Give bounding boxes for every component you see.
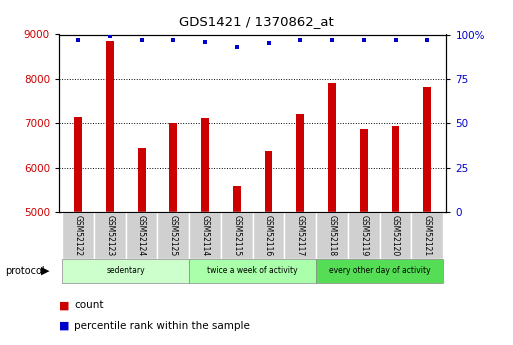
Text: GSM52123: GSM52123: [105, 215, 114, 256]
Bar: [391, 126, 400, 212]
Point: [74, 37, 82, 42]
Point: [264, 41, 272, 46]
Bar: [106, 41, 114, 212]
Bar: [157, 212, 189, 259]
Point: [169, 37, 177, 42]
Text: ▶: ▶: [41, 266, 49, 276]
Text: GSM52115: GSM52115: [232, 215, 241, 256]
Bar: [411, 212, 443, 259]
Text: percentile rank within the sample: percentile rank within the sample: [74, 321, 250, 331]
Bar: [297, 114, 304, 212]
Bar: [126, 212, 157, 259]
Text: GSM52121: GSM52121: [423, 215, 432, 256]
Point: [233, 44, 241, 50]
Text: every other day of activity: every other day of activity: [329, 266, 430, 275]
Text: GSM52118: GSM52118: [327, 215, 337, 256]
Bar: [201, 118, 209, 212]
Text: twice a week of activity: twice a week of activity: [207, 266, 298, 275]
Text: GSM52116: GSM52116: [264, 215, 273, 256]
Text: GSM52124: GSM52124: [137, 215, 146, 256]
Text: GDS1421 / 1370862_at: GDS1421 / 1370862_at: [179, 16, 334, 29]
Bar: [360, 129, 368, 212]
Text: count: count: [74, 300, 104, 310]
Point: [391, 37, 400, 42]
Bar: [348, 212, 380, 259]
Text: GSM52122: GSM52122: [73, 215, 83, 256]
Point: [201, 39, 209, 45]
Text: protocol: protocol: [5, 266, 45, 276]
Text: ■: ■: [59, 321, 69, 331]
Bar: [74, 117, 82, 212]
Bar: [316, 259, 443, 283]
Bar: [169, 124, 177, 212]
Bar: [423, 87, 431, 212]
Bar: [233, 186, 241, 212]
Text: ■: ■: [59, 300, 69, 310]
Bar: [253, 212, 284, 259]
Point: [137, 37, 146, 42]
Text: GSM52117: GSM52117: [296, 215, 305, 256]
Bar: [189, 259, 316, 283]
Bar: [137, 148, 146, 212]
Bar: [380, 212, 411, 259]
Bar: [316, 212, 348, 259]
Point: [296, 37, 304, 42]
Text: GSM52125: GSM52125: [169, 215, 178, 256]
Point: [328, 37, 336, 42]
Bar: [62, 259, 189, 283]
Bar: [284, 212, 316, 259]
Point: [106, 33, 114, 39]
Bar: [328, 83, 336, 212]
Text: GSM52119: GSM52119: [359, 215, 368, 256]
Text: sedentary: sedentary: [106, 266, 145, 275]
Point: [423, 37, 431, 42]
Text: GSM52114: GSM52114: [201, 215, 209, 256]
Bar: [62, 212, 94, 259]
Bar: [189, 212, 221, 259]
Bar: [265, 151, 272, 212]
Text: GSM52120: GSM52120: [391, 215, 400, 256]
Bar: [94, 212, 126, 259]
Bar: [221, 212, 253, 259]
Point: [360, 37, 368, 42]
